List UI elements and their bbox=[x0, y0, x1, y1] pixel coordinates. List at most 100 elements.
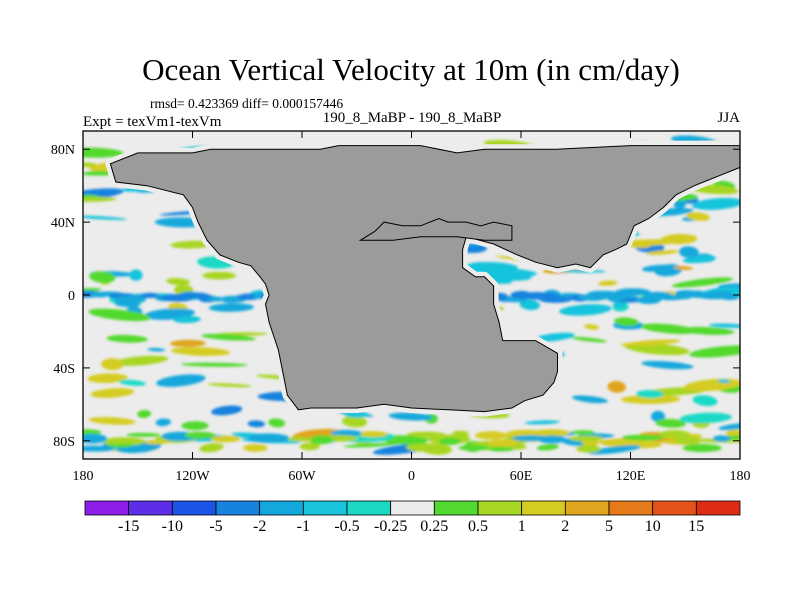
velocity-blob bbox=[118, 379, 146, 386]
velocity-blob bbox=[113, 355, 169, 366]
velocity-blob bbox=[155, 418, 171, 427]
colorbar-swatch bbox=[564, 500, 610, 516]
colorbar-swatch bbox=[652, 500, 697, 516]
velocity-blob bbox=[207, 383, 252, 388]
colorbar-label: -0.25 bbox=[374, 518, 407, 535]
velocity-blob bbox=[612, 302, 626, 308]
colorbar-label: 2 bbox=[561, 518, 569, 535]
velocity-blob bbox=[83, 196, 117, 202]
polar-blob bbox=[309, 435, 333, 445]
velocity-blob bbox=[641, 361, 694, 370]
velocity-blob bbox=[691, 197, 740, 210]
polar-blob bbox=[674, 436, 702, 445]
colorbar-swatch bbox=[128, 500, 173, 516]
velocity-blob bbox=[598, 438, 662, 449]
equatorial-blob bbox=[707, 290, 734, 296]
colorbar-label: -1 bbox=[297, 518, 310, 535]
velocity-blob bbox=[180, 362, 248, 367]
polar-blob bbox=[83, 433, 108, 444]
y-tick-label: 0 bbox=[68, 289, 75, 304]
velocity-blob bbox=[465, 261, 518, 273]
colorbar-label: 15 bbox=[688, 518, 704, 535]
polar-blob bbox=[287, 436, 313, 442]
polar-blob bbox=[487, 439, 519, 447]
colorbar-swatch bbox=[695, 500, 741, 516]
velocity-blob bbox=[156, 374, 206, 387]
colorbar-swatch bbox=[84, 500, 130, 516]
colorbar-swatch bbox=[433, 500, 479, 516]
land-masses bbox=[105, 140, 740, 417]
velocity-blob bbox=[202, 271, 237, 280]
polar-blob bbox=[532, 429, 571, 437]
chart-title: Ocean Vertical Velocity at 10m (in cm/da… bbox=[142, 52, 680, 87]
x-tick-label: 60E bbox=[510, 469, 533, 484]
colorbar-swatch bbox=[302, 500, 348, 516]
equatorial-blob bbox=[140, 292, 159, 299]
polar-blob bbox=[451, 430, 469, 438]
velocity-blob bbox=[559, 304, 612, 316]
velocity-blob bbox=[268, 418, 286, 428]
velocity-blob bbox=[342, 415, 368, 428]
polar-blob bbox=[243, 444, 268, 452]
velocity-blob bbox=[533, 332, 575, 342]
velocity-blob bbox=[717, 379, 731, 384]
velocity-blob bbox=[486, 271, 535, 277]
y-axis: 80S 40S 0 40N 80N bbox=[51, 143, 740, 450]
velocity-blob bbox=[147, 347, 165, 352]
equatorial-blob bbox=[719, 294, 740, 301]
season-label: JJA bbox=[717, 110, 740, 126]
x-tick-label: 180 bbox=[73, 469, 94, 484]
velocity-blob bbox=[636, 390, 664, 399]
polar-blob bbox=[568, 435, 604, 442]
polar-blob bbox=[210, 435, 241, 443]
velocity-blob bbox=[692, 395, 718, 407]
velocity-blob bbox=[201, 333, 256, 341]
y-tick-label: 40N bbox=[51, 216, 75, 231]
velocity-blob bbox=[524, 420, 560, 425]
equatorial-blob bbox=[207, 296, 225, 302]
velocity-blob bbox=[392, 413, 414, 419]
polar-blob bbox=[439, 437, 461, 445]
map-area bbox=[83, 131, 740, 459]
polar-blob bbox=[83, 445, 116, 452]
velocity-blob bbox=[598, 280, 618, 286]
y-tick-label: 80S bbox=[53, 435, 75, 450]
x-tick-label: 180 bbox=[730, 469, 751, 484]
velocity-blob bbox=[679, 412, 732, 424]
colorbar-swatch bbox=[608, 500, 654, 516]
velocity-blob bbox=[708, 323, 740, 328]
velocity-blob bbox=[655, 418, 686, 428]
landmass bbox=[358, 217, 513, 241]
velocity-blob bbox=[519, 299, 540, 311]
colorbar-swatch bbox=[477, 500, 523, 516]
x-tick-label: 120W bbox=[175, 469, 210, 484]
velocity-blob bbox=[660, 233, 698, 245]
velocity-blob bbox=[83, 194, 100, 198]
velocity-blob bbox=[584, 324, 600, 330]
velocity-blob bbox=[247, 420, 266, 428]
polar-blob bbox=[99, 438, 138, 445]
polar-blob bbox=[405, 442, 443, 452]
polar-blob bbox=[659, 430, 690, 438]
velocity-blob bbox=[640, 323, 697, 335]
velocity-blob bbox=[106, 334, 148, 343]
colorbar-label: -5 bbox=[209, 518, 222, 535]
colorbar-swatch bbox=[390, 500, 435, 516]
polar-blob bbox=[621, 434, 665, 441]
velocity-blob bbox=[536, 444, 559, 451]
polar-blob bbox=[571, 430, 595, 435]
velocity-blob bbox=[199, 443, 224, 453]
colorbar-swatch bbox=[521, 500, 566, 516]
velocity-blob bbox=[89, 271, 116, 283]
stats-text: rmsd= 0.423369 diff= 0.000157446 bbox=[150, 96, 343, 111]
x-axis: 180 120W 60W 0 60E 120E 180 bbox=[73, 131, 751, 484]
x-tick-label: 0 bbox=[408, 469, 415, 484]
polar-blob bbox=[184, 431, 216, 439]
polar-blob bbox=[537, 435, 566, 444]
velocity-blob bbox=[181, 421, 209, 431]
velocity-blob bbox=[83, 215, 127, 220]
velocity-blob bbox=[137, 409, 152, 419]
velocity-blob bbox=[83, 188, 124, 201]
velocity-blob bbox=[620, 339, 681, 347]
